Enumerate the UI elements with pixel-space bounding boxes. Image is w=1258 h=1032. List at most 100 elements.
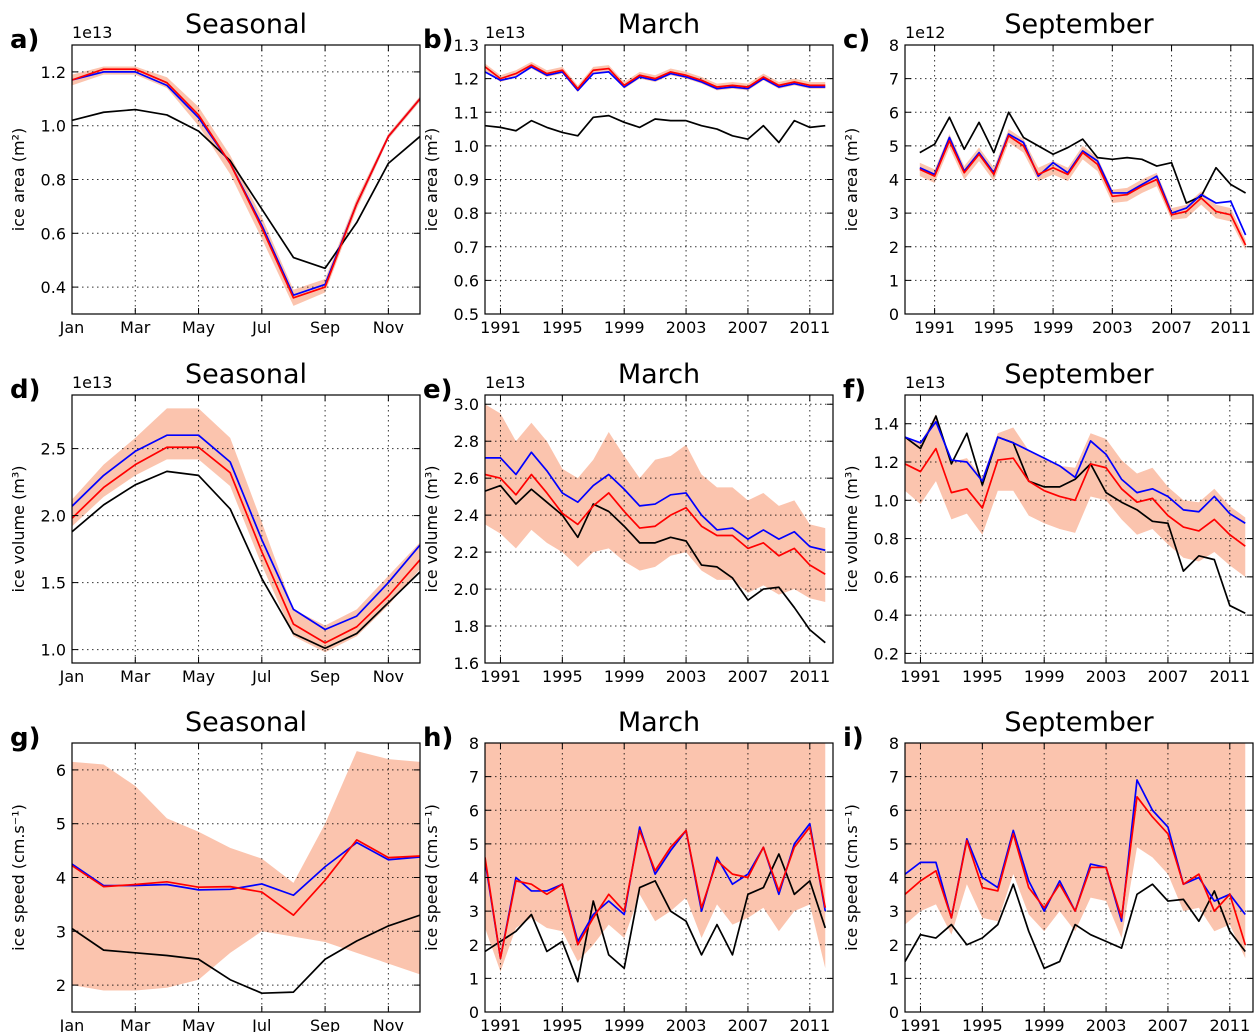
x-tick-label: Jan bbox=[59, 667, 85, 686]
y-tick-label: 0.9 bbox=[454, 171, 479, 190]
axis-multiplier: 1e13 bbox=[905, 373, 945, 392]
x-tick-label: 1995 bbox=[973, 318, 1014, 337]
series-line-blue bbox=[905, 420, 1246, 524]
series-line-red bbox=[905, 447, 1246, 547]
y-tick-label: 2 bbox=[56, 976, 66, 995]
x-tick-label: 1991 bbox=[480, 318, 521, 337]
x-tick-label: 1991 bbox=[900, 1016, 941, 1032]
y-tick-label: 1.5 bbox=[41, 574, 66, 593]
series-line-red bbox=[485, 64, 826, 90]
x-tick-label: 2003 bbox=[666, 1016, 707, 1032]
x-tick-label: Jul bbox=[251, 667, 271, 686]
y-tick-label: 0.6 bbox=[41, 224, 66, 243]
x-tick-label: Nov bbox=[373, 318, 404, 337]
x-tick-label: Jul bbox=[251, 1016, 271, 1032]
spread-band bbox=[905, 743, 1246, 959]
series-line-red bbox=[485, 826, 827, 960]
y-tick-label: 2.5 bbox=[41, 440, 66, 459]
spread-band bbox=[919, 129, 1246, 251]
x-tick-label: 2007 bbox=[1148, 667, 1189, 686]
x-tick-label: 2007 bbox=[1151, 318, 1192, 337]
x-tick-label: 1999 bbox=[1033, 318, 1074, 337]
series-line-black bbox=[919, 111, 1247, 204]
y-tick-label: 7 bbox=[889, 768, 899, 787]
y-tick-label: 1.2 bbox=[454, 70, 479, 89]
x-tick-label: 1991 bbox=[900, 667, 941, 686]
panel-letter: h) bbox=[423, 723, 453, 753]
x-tick-label: 2011 bbox=[789, 1016, 830, 1032]
y-tick-label: 1.1 bbox=[454, 103, 479, 122]
y-tick-label: 4 bbox=[889, 869, 899, 888]
x-tick-label: Sep bbox=[310, 667, 340, 686]
plot-frame bbox=[484, 394, 834, 664]
x-tick-label: May bbox=[182, 1016, 215, 1032]
series-line-red bbox=[72, 838, 420, 917]
y-tick-label: 6 bbox=[56, 761, 66, 780]
y-tick-label: 0.4 bbox=[874, 606, 899, 625]
x-tick-label: Mar bbox=[120, 667, 151, 686]
panel-f: 1991 1995 1999 2003 2007 2011 0.2 0.4 0.6 0.8 1.0 1… bbox=[842, 359, 1254, 686]
panel-title: Seasonal bbox=[185, 9, 307, 40]
y-tick-label: 1 bbox=[889, 969, 899, 988]
y-tick-label: 4 bbox=[56, 869, 66, 888]
x-tick-label: 1999 bbox=[604, 1016, 645, 1032]
x-tick-label: 1991 bbox=[480, 667, 521, 686]
panel-letter: b) bbox=[423, 25, 454, 55]
series-line-black bbox=[485, 484, 826, 644]
x-tick-label: 2003 bbox=[666, 667, 707, 686]
panel-letter: i) bbox=[843, 723, 864, 753]
panel-a: Jan Mar May Jul Sep Nov 0.4 0.6 0.8 1.0 1.2 1e13 Sea… bbox=[9, 9, 421, 337]
y-tick-label: 0 bbox=[889, 305, 899, 324]
y-tick-label: 2 bbox=[469, 936, 479, 955]
x-tick-label: 2003 bbox=[1092, 318, 1133, 337]
y-tick-label: 2.2 bbox=[454, 543, 479, 562]
y-tick-label: 8 bbox=[889, 734, 899, 753]
y-tick-label: 0.2 bbox=[874, 644, 899, 663]
panel-title: Seasonal bbox=[185, 359, 307, 390]
y-tick-label: 0.6 bbox=[874, 568, 899, 587]
x-tick-label: 1991 bbox=[480, 1016, 521, 1032]
series-line-red bbox=[905, 795, 1247, 945]
y-tick-label: 0.8 bbox=[41, 171, 66, 190]
y-tick-label: 2 bbox=[889, 936, 899, 955]
y-tick-label: 2.0 bbox=[41, 507, 66, 526]
y-tick-label: 2.6 bbox=[454, 469, 479, 488]
panel-letter: d) bbox=[10, 375, 41, 405]
panel-letter: f) bbox=[843, 375, 866, 405]
y-tick-label: 4 bbox=[469, 869, 479, 888]
y-tick-label: 1.0 bbox=[874, 491, 899, 510]
panel-e: 1991 1995 1999 2003 2007 2011 1.6 1.8 2.0 2.2 2.4 2… bbox=[422, 359, 834, 686]
series-line-black bbox=[72, 914, 420, 995]
x-tick-label: 2003 bbox=[1086, 1016, 1127, 1032]
axis-multiplier: 1e13 bbox=[485, 23, 525, 42]
series-line-black bbox=[905, 415, 1246, 614]
y-tick-label: 0.8 bbox=[454, 204, 479, 223]
y-tick-label: 0.5 bbox=[454, 305, 479, 324]
x-tick-label: Sep bbox=[310, 1016, 340, 1032]
x-tick-label: 1999 bbox=[1024, 1016, 1065, 1032]
panel-c: 1991 1995 1999 2003 2007 2011 0 1 2 3 4 5 6 7 8 1e12 Sep… bbox=[842, 9, 1254, 337]
panel-title: Seasonal bbox=[185, 707, 307, 738]
series-line-black bbox=[485, 114, 826, 144]
panel-b: 1991 1995 1999 2003 2007 2011 0.5 0.6 0.7 0.8 0.9 1… bbox=[422, 9, 834, 337]
y-axis-label: ice speed (cm.s⁻¹) bbox=[422, 804, 441, 951]
axis-multiplier: 1e13 bbox=[72, 23, 112, 42]
x-tick-label: 1995 bbox=[962, 1016, 1003, 1032]
panel-title: March bbox=[618, 359, 700, 390]
y-axis-label: ice speed (cm.s⁻¹) bbox=[9, 804, 28, 951]
y-tick-label: 1 bbox=[889, 271, 899, 290]
panel-i: 1991 1995 1999 2003 2007 2011 0 1 2 3 4 5 6 7 8 Septemb… bbox=[842, 707, 1254, 1032]
y-tick-label: 0.6 bbox=[454, 271, 479, 290]
series-line-blue bbox=[485, 451, 826, 552]
y-tick-label: 6 bbox=[469, 801, 479, 820]
x-tick-label: Jul bbox=[251, 318, 271, 337]
y-tick-label: 1.6 bbox=[454, 654, 479, 673]
y-tick-label: 5 bbox=[889, 835, 899, 854]
x-tick-label: 2007 bbox=[1148, 1016, 1189, 1032]
x-tick-label: Sep bbox=[310, 318, 340, 337]
x-tick-label: 2007 bbox=[728, 318, 769, 337]
y-tick-label: 1.0 bbox=[41, 117, 66, 136]
x-tick-label: 2003 bbox=[666, 318, 707, 337]
series-line-black bbox=[905, 883, 1246, 970]
x-tick-label: 2011 bbox=[1209, 1016, 1250, 1032]
